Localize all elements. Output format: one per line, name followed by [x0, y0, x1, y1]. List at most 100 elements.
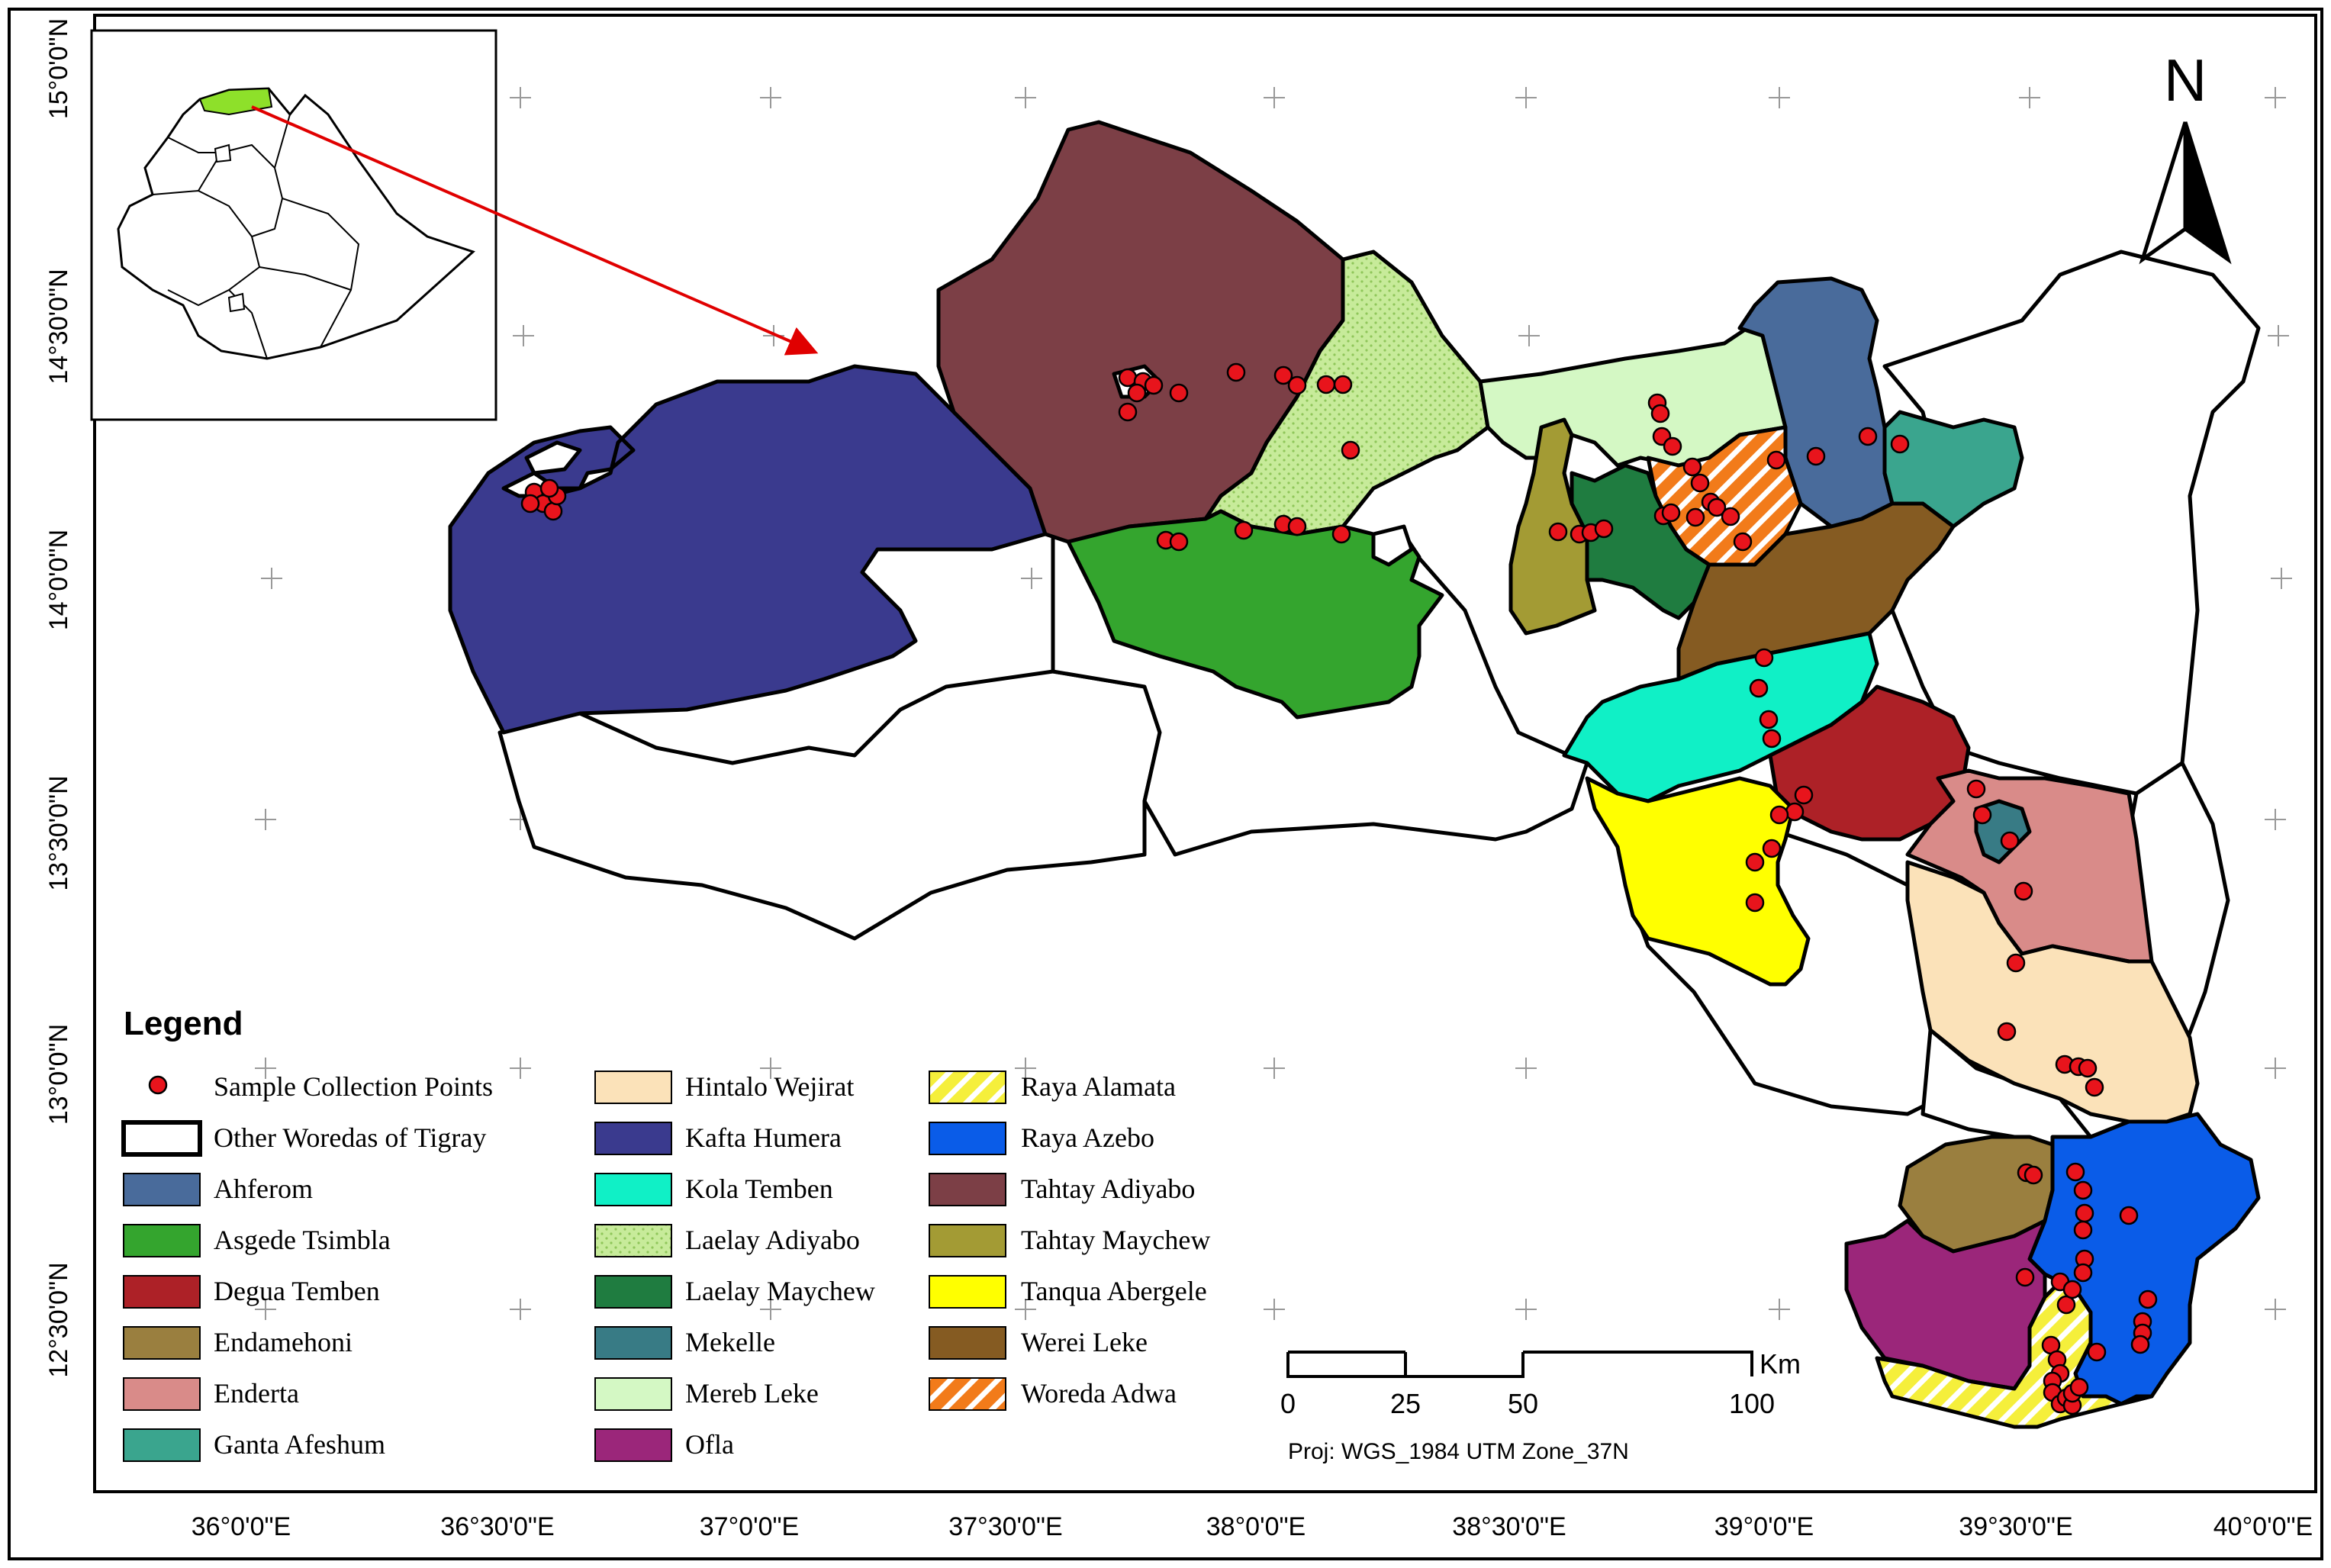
lat-label-13-30: 13°30'0"N	[44, 775, 73, 890]
sample-point	[2024, 1165, 2043, 1185]
latitude-labels: 15°0'0"N 14°30'0"N 14°0'0"N 13°30'0"N 13…	[44, 18, 73, 1378]
legend-label: Tahtay Adiyabo	[1021, 1174, 1195, 1204]
legend-swatch	[594, 1122, 672, 1155]
scale-tick-50: 50	[1508, 1388, 1538, 1419]
graticule-cross	[255, 1058, 276, 1079]
graticule-cross	[1015, 1299, 1036, 1320]
legend-label: Laelay Adiyabo	[685, 1225, 860, 1255]
legend-swatch	[123, 1275, 201, 1309]
lon-label-39: 39°0'0"E	[1714, 1512, 1814, 1541]
legend-swatch-point	[148, 1075, 168, 1095]
legend-swatch	[594, 1428, 672, 1462]
legend-label: Mekelle	[685, 1327, 775, 1357]
sample-point	[1890, 434, 1910, 454]
sample-point	[2006, 953, 2026, 973]
legend-item: Tanqua Abergele	[929, 1275, 1207, 1309]
legend-item: Endamehoni	[123, 1326, 353, 1360]
legend-label: Kola Temben	[685, 1174, 833, 1204]
sample-point	[2073, 1180, 2093, 1200]
sample-point	[1548, 522, 1568, 542]
woreda-polygons	[448, 120, 2261, 1429]
inset-map-ethiopia	[90, 29, 819, 421]
sample-point	[1685, 507, 1705, 527]
graticule-cross	[255, 1299, 276, 1320]
lon-label-36: 36°0'0"E	[192, 1512, 291, 1541]
graticule-cross	[2268, 325, 2289, 346]
legend-label: Mereb Leke	[685, 1378, 819, 1409]
graticule-cross	[2265, 1299, 2286, 1320]
graticule-cross	[760, 1299, 781, 1320]
legend-swatch	[929, 1224, 1006, 1257]
legend-item: Other Woredas of Tigray	[121, 1120, 486, 1157]
scale-unit: Km	[1760, 1348, 1801, 1380]
graticule-cross	[1518, 325, 1540, 346]
sample-point	[1287, 517, 1307, 536]
legend-swatch	[594, 1275, 672, 1309]
legend-item: Degua Temben	[123, 1275, 380, 1309]
graticule-cross	[1021, 568, 1042, 589]
sample-point	[1316, 375, 1336, 394]
sample-point	[1682, 457, 1702, 477]
sample-point	[1341, 440, 1360, 460]
legend-swatch	[594, 1377, 672, 1411]
legend-label: Sample Collection Points	[214, 1071, 493, 1102]
north-arrow-label: N	[2164, 47, 2207, 114]
legend-swatch	[594, 1173, 672, 1206]
lat-label-15: 15°0'0"N	[44, 18, 73, 119]
sample-point	[1762, 839, 1782, 858]
sample-point	[1766, 450, 1786, 470]
sample-point	[2138, 1289, 2158, 1309]
north-arrow: N	[2139, 47, 2232, 265]
legend-label: Ofla	[685, 1429, 734, 1460]
enclave-asgede	[1371, 524, 1414, 567]
graticule-cross	[1264, 87, 1285, 108]
graticule-cross	[760, 87, 781, 108]
lon-label-36-30: 36°30'0"E	[440, 1512, 554, 1541]
sample-point	[1169, 383, 1189, 403]
graticule-cross	[2265, 1058, 2286, 1079]
legend-label: Ahferom	[214, 1174, 313, 1204]
sample-point	[1650, 404, 1670, 423]
sample-point	[1663, 436, 1682, 456]
legend-label: Degua Temben	[214, 1276, 380, 1306]
legend-swatch	[123, 1377, 201, 1411]
graticule-cross	[1515, 1058, 1537, 1079]
legend-item: Woreda Adwa	[929, 1377, 1177, 1411]
legend-label: Tanqua Abergele	[1021, 1276, 1207, 1306]
sample-point	[1333, 375, 1353, 394]
legend-swatch	[929, 1071, 1006, 1104]
sample-point	[1226, 362, 1246, 382]
graticule-cross	[1515, 1299, 1537, 1320]
sample-point	[2000, 831, 2020, 851]
graticule-cross	[760, 1058, 781, 1079]
graticule-cross	[2265, 87, 2286, 108]
lat-label-13: 13°0'0"N	[44, 1024, 73, 1125]
woreda-tanqua-abergele	[1585, 776, 1811, 987]
legend-item: Enderta	[123, 1377, 299, 1411]
legend-item: Ahferom	[123, 1173, 313, 1206]
legend-swatch	[123, 1173, 201, 1206]
legend-label: Ganta Afeshum	[214, 1429, 385, 1460]
sample-point	[1794, 785, 1814, 805]
legend-swatch	[594, 1326, 672, 1360]
scale-tick-0: 0	[1280, 1388, 1296, 1419]
legend-item: Laelay Adiyabo	[594, 1224, 860, 1257]
legend-label: Endamehoni	[214, 1327, 353, 1357]
legend-item: Laelay Maychew	[594, 1275, 875, 1309]
sample-point	[2056, 1295, 2076, 1315]
sample-point	[2014, 881, 2033, 901]
sample-point	[1594, 519, 1614, 539]
lat-label-14-30: 14°30'0"N	[44, 269, 73, 384]
legend-item: Mekelle	[594, 1326, 775, 1360]
legend-label: Asgede Tsimbla	[214, 1225, 391, 1255]
sample-point	[2073, 1220, 2093, 1240]
sample-point	[1966, 779, 1986, 799]
graticule-cross	[2265, 809, 2286, 830]
woreda-hintalo-wejirat	[1905, 860, 2200, 1124]
graticule-cross	[261, 568, 282, 589]
sample-point	[1769, 805, 1789, 825]
woreda-asgede-tsimbla	[1066, 509, 1444, 720]
legend-swatch	[929, 1377, 1006, 1411]
sample-point	[2075, 1203, 2094, 1223]
sample-point	[1749, 678, 1769, 698]
